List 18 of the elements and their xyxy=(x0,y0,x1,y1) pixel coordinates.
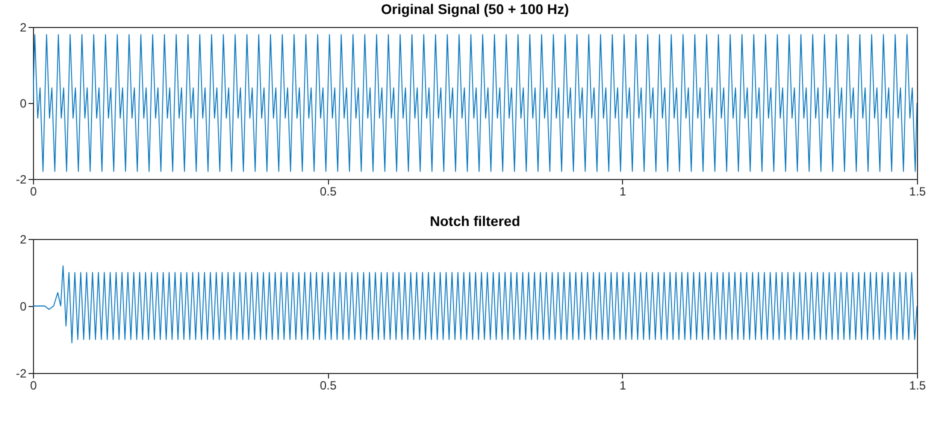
y-tick-label: -2 xyxy=(16,366,27,380)
x-tick-label: 1.5 xyxy=(909,378,926,392)
chart-title: Notch filtered xyxy=(430,213,520,229)
x-tick-label: 0.5 xyxy=(320,378,337,392)
x-tick-label: 0.5 xyxy=(320,184,337,198)
x-tick-label: 1 xyxy=(619,378,626,392)
x-tick-label: 0 xyxy=(30,184,38,198)
y-tick-label: 0 xyxy=(20,96,27,110)
y-tick-label: -2 xyxy=(16,172,27,186)
x-tick-label: 1.5 xyxy=(909,184,926,198)
line-series xyxy=(33,34,917,172)
line-series xyxy=(33,265,917,344)
y-tick-label: 2 xyxy=(20,232,27,246)
x-tick-label: 1 xyxy=(619,184,626,198)
y-tick-label: 0 xyxy=(20,300,27,314)
y-tick-label: 2 xyxy=(20,20,27,34)
chart-title: Original Signal (50 + 100 Hz) xyxy=(381,1,569,17)
x-tick-label: 0 xyxy=(30,378,38,392)
